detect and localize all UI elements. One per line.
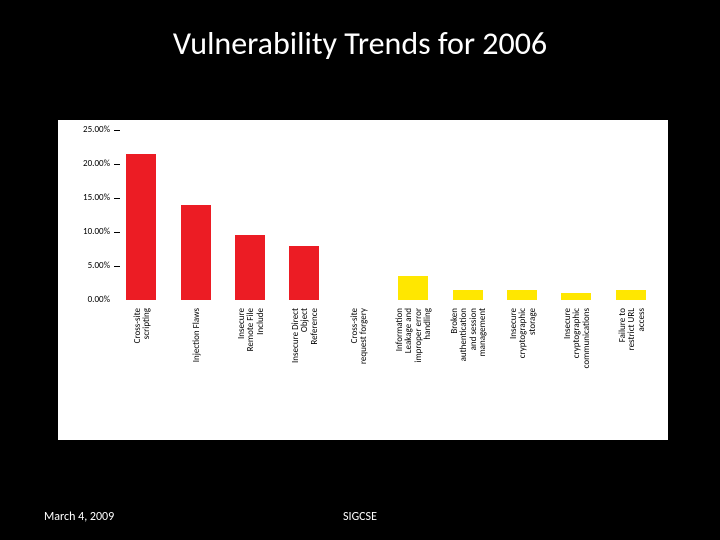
xlabel: Failure to restrict URL access [618, 308, 646, 428]
footer-center: SIGCSE [0, 510, 720, 524]
ytick-mark [114, 164, 120, 165]
bar [235, 235, 265, 300]
bar [453, 290, 483, 300]
bar [616, 290, 646, 300]
xlabel: Injection Flaws [192, 308, 201, 428]
bar [507, 290, 537, 300]
bar [181, 205, 211, 300]
slide-title: Vulnerability Trends for 2006 [0, 24, 720, 63]
xlabel: Broken authentication and session manage… [450, 308, 488, 428]
xlabel: Insecure cryptographic communications [563, 308, 591, 428]
ytick-label: 5.00% [60, 260, 110, 271]
vulnerability-chart: Cross-site scripting Injection Flaws Insec… [58, 120, 668, 440]
bar [398, 276, 428, 300]
xlabel: Cross-site scripting [133, 308, 152, 428]
xlabel: Insecure Direct Object Reference [291, 308, 319, 428]
ytick-mark [114, 232, 120, 233]
bar [126, 154, 156, 300]
slide: Vulnerability Trends for 2006 Cross-site… [0, 0, 720, 540]
xlabel: Insecure Remote File Include [237, 308, 265, 428]
chart-xlabels: Cross-site scripting Injection Flaws Insec… [114, 304, 658, 434]
xlabel: Information Leakage and improper error h… [395, 308, 433, 428]
ytick-mark [114, 130, 120, 131]
bar [561, 293, 591, 300]
xlabel: Insecure cryptographic storage [509, 308, 537, 428]
ytick-label: 20.00% [60, 158, 110, 169]
ytick-label: 15.00% [60, 192, 110, 203]
ytick-label: 10.00% [60, 226, 110, 237]
ytick-label: 0.00% [60, 294, 110, 305]
xlabel: Cross-site request forgery [350, 308, 369, 428]
ytick-mark [114, 266, 120, 267]
ytick-mark [114, 198, 120, 199]
ytick-label: 25.00% [60, 124, 110, 135]
chart-plot-area [114, 130, 658, 300]
bar [289, 246, 319, 300]
